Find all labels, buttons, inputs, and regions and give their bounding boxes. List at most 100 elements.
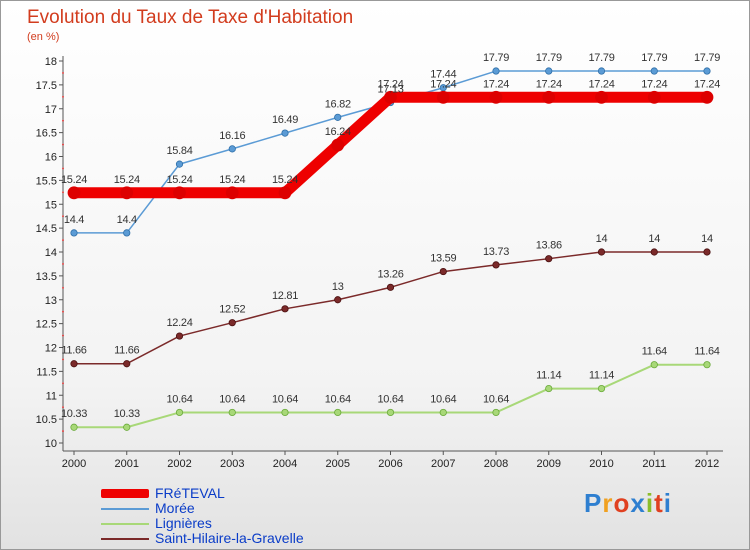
data-label-lignieres: 10.64 <box>377 393 403 405</box>
data-label-freteval: 15.24 <box>114 174 140 186</box>
data-point-saint-hilaire <box>70 360 78 368</box>
data-point-moree <box>70 229 78 237</box>
data-label-moree: 17.79 <box>588 52 614 64</box>
x-tick-label: 2011 <box>642 458 666 470</box>
data-label-saint-hilaire: 11.66 <box>61 345 86 357</box>
data-label-moree: 17.13 <box>377 84 403 96</box>
data-point-freteval <box>173 186 186 200</box>
logo-letter: P <box>584 488 603 518</box>
legend-swatch-freteval <box>101 489 149 498</box>
y-tick-label: 17 <box>45 104 57 116</box>
data-point-saint-hilaire <box>123 360 131 368</box>
data-label-saint-hilaire: 13.26 <box>377 268 403 280</box>
y-minor-tick <box>62 215 64 218</box>
y-tick-label: 13.5 <box>36 271 57 283</box>
x-tick-label: 2009 <box>537 458 561 470</box>
data-label-moree: 17.44 <box>430 69 456 81</box>
data-point-lignieres <box>650 361 658 369</box>
data-label-freteval: 17.24 <box>483 78 509 90</box>
data-point-lignieres <box>545 384 553 393</box>
legend-swatch-saint-hilaire <box>101 538 149 540</box>
data-point-freteval <box>542 90 556 104</box>
legend-label: Saint-Hilaire-la-Gravelle <box>155 530 304 546</box>
data-point-lignieres <box>386 408 395 417</box>
data-point-lignieres <box>492 408 500 417</box>
data-point-moree <box>650 67 658 75</box>
logo-letter: o <box>613 488 631 518</box>
data-point-lignieres <box>175 408 184 417</box>
data-label-saint-hilaire: 13.59 <box>430 253 456 265</box>
data-label-saint-hilaire: 14 <box>596 233 608 245</box>
data-point-freteval <box>436 90 450 104</box>
data-point-freteval <box>120 186 134 200</box>
data-label-saint-hilaire: 12.52 <box>219 304 245 316</box>
data-point-saint-hilaire <box>597 248 606 256</box>
x-tick-label: 2002 <box>167 458 191 470</box>
data-point-moree <box>281 129 289 137</box>
data-label-freteval: 16.24 <box>325 126 351 138</box>
data-point-saint-hilaire <box>492 261 500 269</box>
data-point-saint-hilaire <box>650 248 658 256</box>
legend-label: Lignières <box>155 515 212 531</box>
data-point-freteval <box>700 90 714 104</box>
data-point-moree <box>175 160 184 168</box>
logo-letter: i <box>645 488 655 518</box>
y-minor-tick <box>62 358 64 361</box>
y-tick-label: 12.5 <box>36 319 57 331</box>
y-minor-tick <box>62 167 64 170</box>
y-tick-label: 10.5 <box>36 414 57 426</box>
data-label-freteval: 15.24 <box>61 174 87 186</box>
data-label-lignieres: 11.14 <box>589 370 614 382</box>
data-label-lignieres: 10.64 <box>166 393 192 405</box>
legend-label: Morée <box>155 500 195 516</box>
data-label-moree: 16.82 <box>325 98 351 110</box>
y-minor-tick <box>62 382 64 385</box>
data-label-lignieres: 10.64 <box>272 393 298 405</box>
y-minor-tick <box>62 72 64 74</box>
data-point-lignieres <box>439 408 447 417</box>
y-minor-tick <box>62 119 64 122</box>
y-tick-label: 11 <box>46 390 57 402</box>
data-point-saint-hilaire <box>334 296 342 304</box>
data-label-freteval: 15.24 <box>272 174 298 186</box>
data-label-moree: 16.16 <box>219 130 245 142</box>
data-label-lignieres: 10.64 <box>430 393 456 405</box>
data-point-freteval <box>384 90 397 104</box>
y-minor-tick <box>62 263 64 265</box>
legend-swatch-lignieres <box>101 523 149 525</box>
x-tick-label: 2007 <box>431 458 455 470</box>
data-label-lignieres: 10.64 <box>325 393 351 405</box>
data-label-saint-hilaire: 13.73 <box>483 246 509 258</box>
data-label-freteval: 17.24 <box>377 78 403 90</box>
x-tick-label: 2004 <box>273 458 297 470</box>
y-minor-tick <box>62 95 64 98</box>
data-point-moree <box>334 113 342 121</box>
y-minor-tick <box>62 430 64 432</box>
data-label-saint-hilaire: 12.81 <box>272 290 298 302</box>
data-label-moree: 14.4 <box>117 214 137 226</box>
data-label-saint-hilaire: 11.66 <box>114 345 139 357</box>
data-label-freteval: 17.24 <box>588 78 614 90</box>
data-label-moree: 17.79 <box>536 52 562 64</box>
logo-letter: i <box>663 488 672 518</box>
data-label-freteval: 17.24 <box>430 78 456 90</box>
data-label-moree: 17.79 <box>694 52 720 64</box>
data-label-saint-hilaire: 13.86 <box>536 240 562 252</box>
data-point-freteval <box>225 186 239 200</box>
y-tick-label: 16.5 <box>36 128 57 140</box>
data-label-moree: 17.79 <box>641 52 667 64</box>
data-label-lignieres: 11.14 <box>536 370 561 382</box>
x-tick-label: 2000 <box>62 458 86 470</box>
data-point-lignieres <box>597 384 606 393</box>
y-minor-tick <box>62 334 64 337</box>
data-point-moree <box>703 67 711 75</box>
data-point-saint-hilaire <box>228 319 236 327</box>
data-label-moree: 14.4 <box>64 214 84 226</box>
data-point-saint-hilaire <box>281 305 289 313</box>
data-point-lignieres <box>703 361 711 369</box>
x-tick-label: 2001 <box>115 458 139 470</box>
data-point-saint-hilaire <box>175 332 184 340</box>
y-tick-label: 14.5 <box>36 223 57 235</box>
data-point-freteval <box>647 90 661 104</box>
